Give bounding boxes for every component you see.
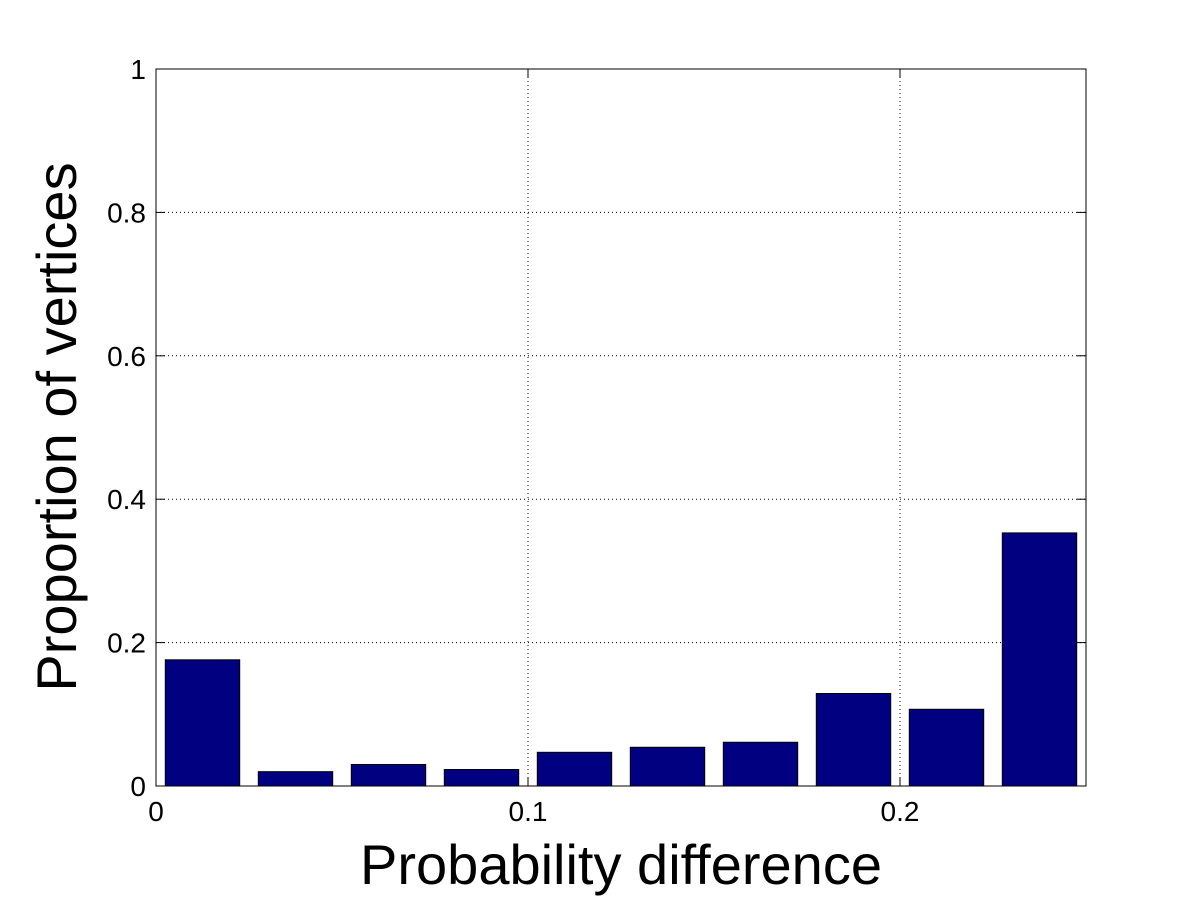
histogram-bar xyxy=(350,763,427,787)
histogram-bar xyxy=(536,751,613,787)
y-tick-label: 1 xyxy=(130,54,146,85)
y-tick-label: 0.4 xyxy=(107,484,146,515)
histogram-bar xyxy=(629,746,706,787)
histogram-bar xyxy=(1001,532,1078,787)
x-tick-label: 0 xyxy=(148,796,164,827)
x-tick-labels: 0 0.1 0.2 xyxy=(148,796,919,827)
bars xyxy=(164,532,1078,787)
plot-frame xyxy=(155,68,1087,787)
y-tick-label: 0.8 xyxy=(107,197,146,228)
histogram-bar xyxy=(908,708,985,787)
x-axis-title: Probability difference xyxy=(360,833,882,896)
plot-background xyxy=(156,69,1086,786)
x-tick-label: 0.1 xyxy=(509,796,548,827)
histogram-bar xyxy=(815,693,892,787)
histogram-bar xyxy=(443,769,520,787)
x-tick-label: 0.2 xyxy=(881,796,920,827)
histogram-bar xyxy=(164,659,241,787)
histogram-bar xyxy=(257,771,334,787)
y-tick-label: 0.2 xyxy=(107,628,146,659)
grid-lines xyxy=(156,69,1086,786)
histogram-bar xyxy=(722,741,799,787)
y-axis-title: Proportion of vertices xyxy=(25,162,88,691)
y-tick-label: 0.6 xyxy=(107,341,146,372)
y-tick-label: 0 xyxy=(130,771,146,802)
axis-ticks xyxy=(155,68,1086,787)
y-tick-labels: 0 0.2 0.4 0.6 0.8 1 xyxy=(107,54,146,802)
